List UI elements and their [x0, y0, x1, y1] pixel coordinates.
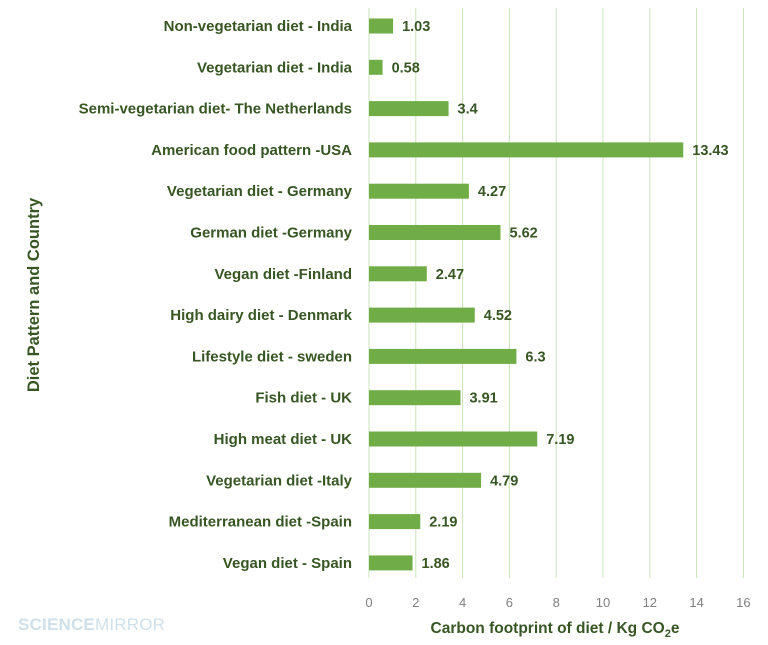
data-label: 2.47 [436, 267, 464, 283]
bar [369, 266, 427, 282]
category-label: High meat diet - UK [214, 431, 353, 448]
category-label: Vegetarian diet - India [197, 59, 353, 76]
bar [369, 348, 517, 364]
watermark-logo: SCIENCEMIRROR [18, 615, 165, 634]
x-tick-label: 0 [365, 595, 372, 610]
bar [369, 390, 461, 406]
category-label: Fish diet - UK [255, 390, 352, 407]
category-label: Vegetarian diet - Germany [167, 183, 353, 200]
data-label: 13.43 [692, 143, 728, 159]
bars [369, 18, 684, 571]
x-tick-label: 12 [643, 595, 657, 610]
y-axis-title: Diet Pattern and Country [25, 197, 43, 392]
data-label: 3.4 [458, 102, 478, 118]
category-label: Mediterranean diet -Spain [169, 514, 352, 531]
category-label: Lifestyle diet - sweden [192, 348, 352, 365]
bar [369, 101, 449, 117]
x-tick-label: 10 [596, 595, 610, 610]
bar [369, 307, 475, 323]
x-axis-title-suffix: e [671, 620, 680, 637]
data-label: 1.86 [422, 556, 450, 572]
category-label: Vegan diet -Finland [214, 266, 352, 283]
x-tick-label: 8 [553, 595, 560, 610]
bar [369, 514, 421, 530]
x-axis-title-main: Carbon footprint of diet / Kg CO [431, 620, 665, 637]
category-labels: Non-vegetarian diet - India Vegetarian di… [79, 18, 353, 572]
category-label: American food pattern -USA [151, 142, 352, 159]
data-label: 3.91 [469, 391, 497, 407]
data-labels: 1.03 0.58 3.4 13.43 4.27 5.62 2.47 4.52 6.3 3.91 7… [392, 19, 729, 572]
category-label: Semi-vegetarian diet- The Netherlands [79, 101, 352, 118]
x-axis-title-subscript: 2 [665, 628, 671, 640]
data-label: 7.19 [546, 432, 574, 448]
watermark-bold: SCIENCE [18, 615, 95, 634]
x-tick-label: 2 [412, 595, 419, 610]
bar [369, 142, 684, 158]
x-axis-ticks: 0 2 4 6 8 10 12 14 16 [365, 595, 750, 610]
data-label: 4.52 [484, 308, 512, 324]
bar [369, 472, 482, 488]
data-label: 0.58 [392, 60, 420, 76]
x-tick-label: 16 [736, 595, 750, 610]
category-label: High dairy diet - Denmark [170, 307, 352, 324]
x-tick-label: 14 [689, 595, 703, 610]
bar [369, 18, 394, 34]
x-tick-label: 4 [459, 595, 466, 610]
category-label: Vegetarian diet -Italy [206, 472, 353, 489]
data-label: 6.3 [525, 349, 545, 365]
x-tick-label: 6 [506, 595, 513, 610]
data-label: 1.03 [402, 19, 430, 35]
data-label: 4.27 [478, 184, 506, 200]
bar [369, 59, 383, 75]
category-label: Vegan diet - Spain [223, 555, 352, 572]
bar [369, 183, 469, 199]
data-label: 2.19 [429, 515, 457, 531]
data-label: 4.79 [490, 473, 518, 489]
category-label: German diet -Germany [190, 225, 352, 242]
data-label: 5.62 [510, 226, 538, 242]
gridlines [368, 8, 744, 578]
x-axis-title: Carbon footprint of diet / Kg CO2e [431, 620, 680, 640]
watermark-light: MIRROR [95, 615, 165, 634]
bar [369, 555, 413, 571]
bar [369, 225, 501, 240]
bar [369, 431, 538, 447]
category-label: Non-vegetarian diet - India [164, 18, 353, 35]
